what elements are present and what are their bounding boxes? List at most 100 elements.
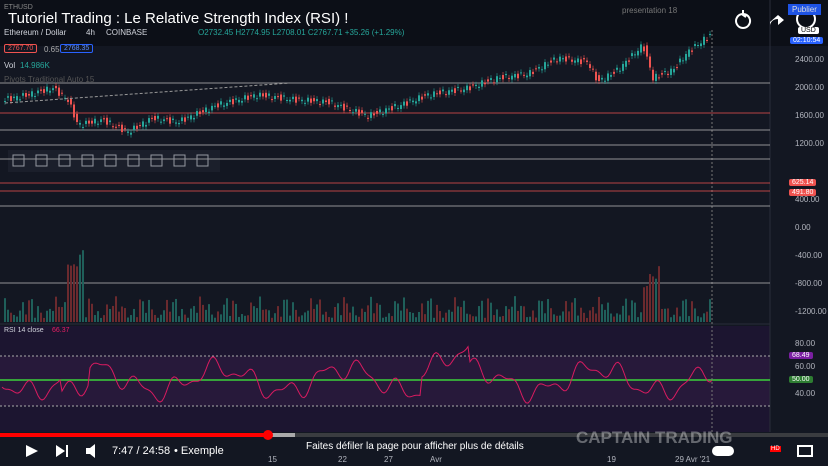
volume-bar (154, 314, 156, 322)
candle-body (253, 94, 255, 98)
next-button[interactable] (56, 445, 68, 457)
candle-body (625, 60, 627, 67)
volume-bar (304, 312, 306, 322)
candle-body (616, 67, 618, 70)
candle-body (442, 89, 444, 92)
candle-body (262, 93, 264, 97)
volume-bar (412, 312, 414, 322)
volume-bar (79, 254, 81, 322)
candle-body (88, 120, 90, 124)
volume-bar (61, 307, 63, 322)
candle-body (334, 105, 336, 107)
volume-bar (343, 297, 345, 322)
volume-bar (592, 306, 594, 322)
price-axis-label: 1600.00 (795, 111, 824, 120)
volume-bar (52, 310, 54, 322)
volume-button[interactable] (86, 444, 95, 458)
candle-body (115, 126, 117, 128)
volume-bar (271, 317, 273, 322)
currency[interactable]: USD (798, 27, 819, 34)
candle-body (619, 70, 621, 72)
rsi-label: RSI 14 close (4, 327, 44, 334)
volume-bar (4, 298, 6, 322)
volume-value: 14.986K (20, 61, 50, 70)
volume-bar (259, 296, 261, 322)
candle-body (25, 93, 27, 97)
candle-body (628, 60, 630, 62)
volume-bar (211, 314, 213, 322)
play-button[interactable] (26, 445, 38, 457)
volume-bar (334, 306, 336, 322)
volume-bar (244, 315, 246, 322)
candle-body (340, 104, 342, 106)
share-button[interactable] (770, 15, 784, 25)
candle-body (412, 100, 414, 103)
volume-bar (223, 304, 225, 322)
watch-later[interactable] (735, 10, 752, 29)
volume-bar (16, 316, 18, 322)
candle-body (679, 58, 681, 63)
price-tag: 625.14 (789, 179, 817, 186)
publish-button[interactable]: Publier (788, 4, 821, 15)
candle-body (673, 68, 675, 73)
candle-body (649, 56, 651, 68)
volume-bar (499, 316, 501, 322)
volume-bar (253, 306, 255, 322)
candle-body (130, 132, 132, 135)
volume-bar (565, 301, 567, 322)
volume-bar (193, 306, 195, 322)
volume-bar (202, 304, 204, 322)
candle-body (163, 119, 165, 122)
candle-body (676, 67, 678, 69)
scroll-hint: Faites défiler la page pour afficher plu… (306, 441, 524, 452)
volume-bar (169, 311, 171, 322)
volume-bar (67, 264, 69, 322)
candle-body (667, 73, 669, 75)
volume-bar (37, 306, 39, 322)
candle-body (220, 101, 222, 105)
volume-bar (424, 314, 426, 322)
price-axis-label: 1200.00 (795, 139, 824, 148)
volume-bar (280, 316, 282, 322)
candle-body (475, 84, 477, 87)
volume-bar (247, 315, 249, 322)
volume-bar (505, 306, 507, 322)
candle-body (601, 77, 603, 80)
candle-body (31, 91, 33, 97)
x-axis-label: 22 (338, 455, 347, 464)
autoplay-toggle[interactable] (712, 446, 734, 456)
candle-body (556, 61, 558, 63)
price-axis-label: 2400.00 (795, 55, 824, 64)
ask[interactable]: 2768.35 (60, 44, 94, 53)
ohlc: O2732.45 H2774.95 L2708.01 C2767.71 +35.… (198, 28, 405, 37)
volume-bar (709, 299, 711, 322)
volume-bar (127, 317, 129, 322)
fullscreen-button[interactable] (797, 445, 813, 457)
volume-bar (328, 317, 330, 322)
candle-body (151, 117, 153, 119)
progress-handle[interactable] (263, 430, 273, 440)
candle-body (520, 72, 522, 74)
candle-body (535, 68, 537, 70)
volume-bar (40, 312, 42, 322)
candle-body (37, 90, 39, 94)
candle-body (76, 113, 78, 123)
volume-bar (373, 313, 375, 322)
bid[interactable]: 2767.70 (4, 44, 38, 53)
volume-bar (667, 308, 669, 322)
volume-bar (550, 308, 552, 322)
volume-bar (46, 310, 48, 322)
volume-bar (358, 316, 360, 322)
volume-bar (556, 315, 558, 322)
candle-body (16, 96, 18, 101)
candle-body (247, 95, 249, 100)
volume-bar (529, 316, 531, 322)
candle-body (406, 101, 408, 106)
progress-played[interactable] (0, 433, 268, 437)
tool-icon (58, 154, 71, 167)
candle-body (190, 115, 192, 120)
volume-bar (541, 301, 543, 322)
volume-bar (517, 310, 519, 322)
chapter[interactable]: • Exemple (174, 445, 224, 457)
